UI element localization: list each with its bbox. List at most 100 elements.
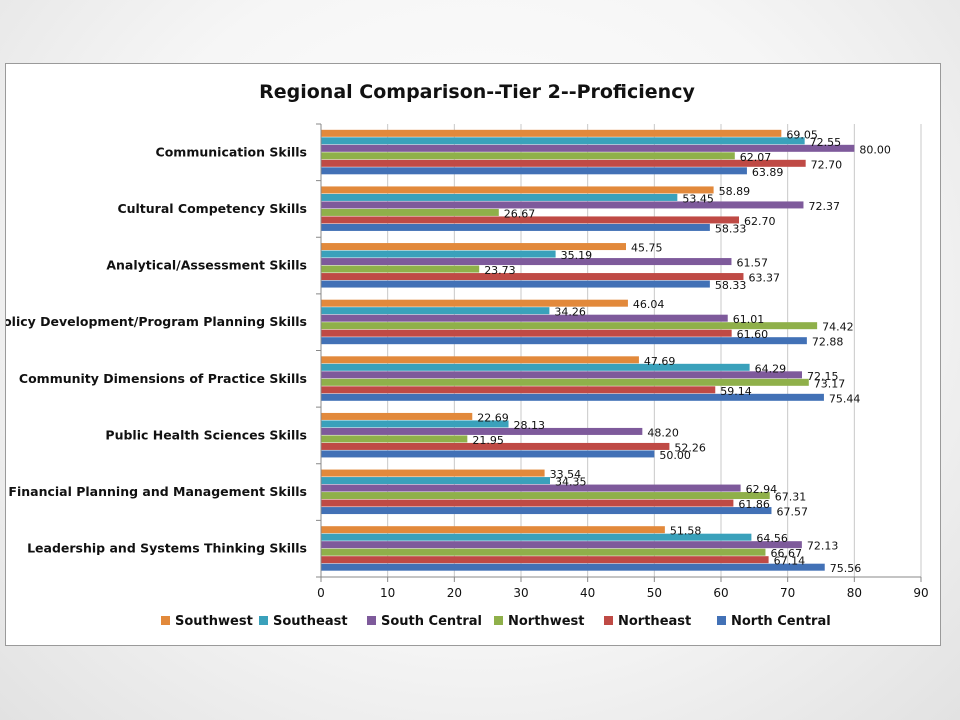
data-label-northwest-public-health-sciences-skills: 21.95 <box>472 434 504 447</box>
legend-label-north-central: North Central <box>731 614 831 629</box>
data-label-north-central-analytical-assessment-skills: 58.33 <box>715 279 747 292</box>
data-label-south-central-analytical-assessment-skills: 61.57 <box>736 257 768 270</box>
data-label-south-central-leadership-and-systems-thinking-skills: 72.13 <box>807 540 839 553</box>
data-label-southeast-community-dimensions-of-practice-skills: 64.29 <box>755 362 787 375</box>
bar-north-central-financial-planning-and-management-skills <box>321 507 772 515</box>
legend-label-southwest: Southwest <box>175 614 253 629</box>
data-label-southwest-leadership-and-systems-thinking-skills: 51.58 <box>670 525 702 538</box>
data-label-northeast-policy-development-program-planning-skills: 61.60 <box>737 328 769 341</box>
data-label-southwest-analytical-assessment-skills: 45.75 <box>631 242 663 255</box>
bar-north-central-cultural-competency-skills <box>321 223 710 231</box>
data-label-south-central-policy-development-program-planning-skills: 61.01 <box>733 313 765 326</box>
data-label-northeast-community-dimensions-of-practice-skills: 59.14 <box>720 385 752 398</box>
data-label-northwest-analytical-assessment-skills: 23.73 <box>484 264 516 277</box>
legend-swatch-south-central <box>367 616 376 625</box>
data-label-northeast-analytical-assessment-skills: 63.37 <box>748 272 780 285</box>
bar-south-central-community-dimensions-of-practice-skills <box>321 371 802 379</box>
bar-south-central-analytical-assessment-skills <box>321 258 732 266</box>
bars <box>321 129 855 571</box>
data-label-northwest-policy-development-program-planning-skills: 74.42 <box>822 321 854 334</box>
x-tick-label: 10 <box>380 586 395 600</box>
bar-south-central-policy-development-program-planning-skills <box>321 314 728 322</box>
data-label-southeast-policy-development-program-planning-skills: 34.26 <box>554 306 586 319</box>
data-label-north-central-cultural-competency-skills: 58.33 <box>715 222 747 235</box>
category-label-community-dimensions-of-practice-skills: Community Dimensions of Practice Skills <box>19 371 307 386</box>
bar-northeast-policy-development-program-planning-skills <box>321 329 732 337</box>
data-label-southeast-cultural-competency-skills: 53.45 <box>682 192 714 205</box>
bar-south-central-leadership-and-systems-thinking-skills <box>321 541 802 549</box>
category-label-policy-development-program-planning-skills: Policy Development/Program Planning Skil… <box>6 314 307 329</box>
category-label-public-health-sciences-skills: Public Health Sciences Skills <box>105 427 307 442</box>
bar-chart: Regional Comparison--Tier 2--Proficiency… <box>6 81 929 629</box>
data-label-north-central-financial-planning-and-management-skills: 67.57 <box>776 506 808 519</box>
bar-southwest-analytical-assessment-skills <box>321 243 626 251</box>
data-label-southwest-financial-planning-and-management-skills: 33.54 <box>550 468 582 481</box>
category-label-communication-skills: Communication Skills <box>156 144 307 159</box>
legend-label-southeast: Southeast <box>273 614 348 629</box>
legend-label-northeast: Northeast <box>618 614 691 629</box>
bar-northeast-community-dimensions-of-practice-skills <box>321 386 716 394</box>
data-label-southeast-financial-planning-and-management-skills: 34.35 <box>555 476 587 489</box>
bar-south-central-public-health-sciences-skills <box>321 427 643 435</box>
bar-southeast-financial-planning-and-management-skills <box>321 477 550 485</box>
chart-title: Regional Comparison--Tier 2--Proficiency <box>259 81 695 103</box>
data-label-north-central-communication-skills: 63.89 <box>752 166 784 179</box>
bar-northeast-communication-skills <box>321 159 806 167</box>
data-label-south-central-cultural-competency-skills: 72.37 <box>808 200 840 213</box>
legend-label-south-central: South Central <box>381 614 482 629</box>
bar-northeast-analytical-assessment-skills <box>321 273 744 281</box>
bar-northwest-financial-planning-and-management-skills <box>321 492 770 500</box>
bar-northeast-public-health-sciences-skills <box>321 442 670 450</box>
bar-northwest-policy-development-program-planning-skills <box>321 322 818 330</box>
data-label-southeast-communication-skills: 72.55 <box>810 136 842 149</box>
data-label-southwest-community-dimensions-of-practice-skills: 47.69 <box>644 355 676 368</box>
data-label-northwest-leadership-and-systems-thinking-skills: 66.67 <box>770 547 802 560</box>
bar-north-central-policy-development-program-planning-skills <box>321 337 807 345</box>
bar-northeast-cultural-competency-skills <box>321 216 739 224</box>
bar-north-central-communication-skills <box>321 167 747 175</box>
data-label-northwest-community-dimensions-of-practice-skills: 73.17 <box>814 377 846 390</box>
bar-northwest-public-health-sciences-skills <box>321 435 468 443</box>
bar-southeast-public-health-sciences-skills <box>321 420 509 428</box>
data-label-southwest-policy-development-program-planning-skills: 46.04 <box>633 298 665 311</box>
bar-southeast-analytical-assessment-skills <box>321 250 556 258</box>
bar-northwest-community-dimensions-of-practice-skills <box>321 378 809 386</box>
chart-frame: Regional Comparison--Tier 2--Proficiency… <box>5 63 941 646</box>
x-tick-label: 30 <box>513 586 528 600</box>
category-label-leadership-and-systems-thinking-skills: Leadership and Systems Thinking Skills <box>27 541 307 556</box>
bar-southwest-communication-skills <box>321 129 782 137</box>
bar-north-central-analytical-assessment-skills <box>321 280 710 288</box>
data-label-northeast-public-health-sciences-skills: 52.26 <box>674 441 706 454</box>
data-label-northwest-communication-skills: 62.07 <box>740 151 772 164</box>
data-label-south-central-communication-skills: 80.00 <box>859 143 891 156</box>
bar-northeast-financial-planning-and-management-skills <box>321 499 734 507</box>
data-label-north-central-community-dimensions-of-practice-skills: 75.44 <box>829 392 861 405</box>
data-label-southeast-analytical-assessment-skills: 35.19 <box>561 249 593 262</box>
x-tick-label: 40 <box>580 586 595 600</box>
bar-northwest-communication-skills <box>321 152 735 160</box>
bar-southeast-leadership-and-systems-thinking-skills <box>321 533 752 541</box>
bar-southwest-public-health-sciences-skills <box>321 412 473 420</box>
data-label-northwest-financial-planning-and-management-skills: 67.31 <box>775 491 807 504</box>
data-label-northeast-leadership-and-systems-thinking-skills: 67.14 <box>774 555 806 568</box>
bar-south-central-cultural-competency-skills <box>321 201 804 209</box>
legend-swatch-northwest <box>494 616 503 625</box>
bar-southeast-community-dimensions-of-practice-skills <box>321 363 750 371</box>
legend-swatch-northeast <box>604 616 613 625</box>
data-label-north-central-public-health-sciences-skills: 50.00 <box>659 449 691 462</box>
data-label-southeast-public-health-sciences-skills: 28.13 <box>514 419 546 432</box>
bar-south-central-communication-skills <box>321 144 855 152</box>
data-label-northeast-financial-planning-and-management-skills: 61.86 <box>738 498 770 511</box>
data-label-south-central-community-dimensions-of-practice-skills: 72.15 <box>807 370 839 383</box>
legend: Southwest Southeast South Central Northwest… <box>161 614 831 629</box>
category-label-cultural-competency-skills: Cultural Competency Skills <box>117 201 307 216</box>
bar-northwest-cultural-competency-skills <box>321 208 499 216</box>
data-label-southeast-leadership-and-systems-thinking-skills: 64.56 <box>756 532 788 545</box>
bar-south-central-financial-planning-and-management-skills <box>321 484 741 492</box>
bar-southeast-communication-skills <box>321 137 805 145</box>
legend-swatch-southeast <box>259 616 268 625</box>
legend-label-northwest: Northwest <box>508 614 584 629</box>
category-label-analytical-assessment-skills: Analytical/Assessment Skills <box>106 258 307 273</box>
bar-northwest-analytical-assessment-skills <box>321 265 480 273</box>
